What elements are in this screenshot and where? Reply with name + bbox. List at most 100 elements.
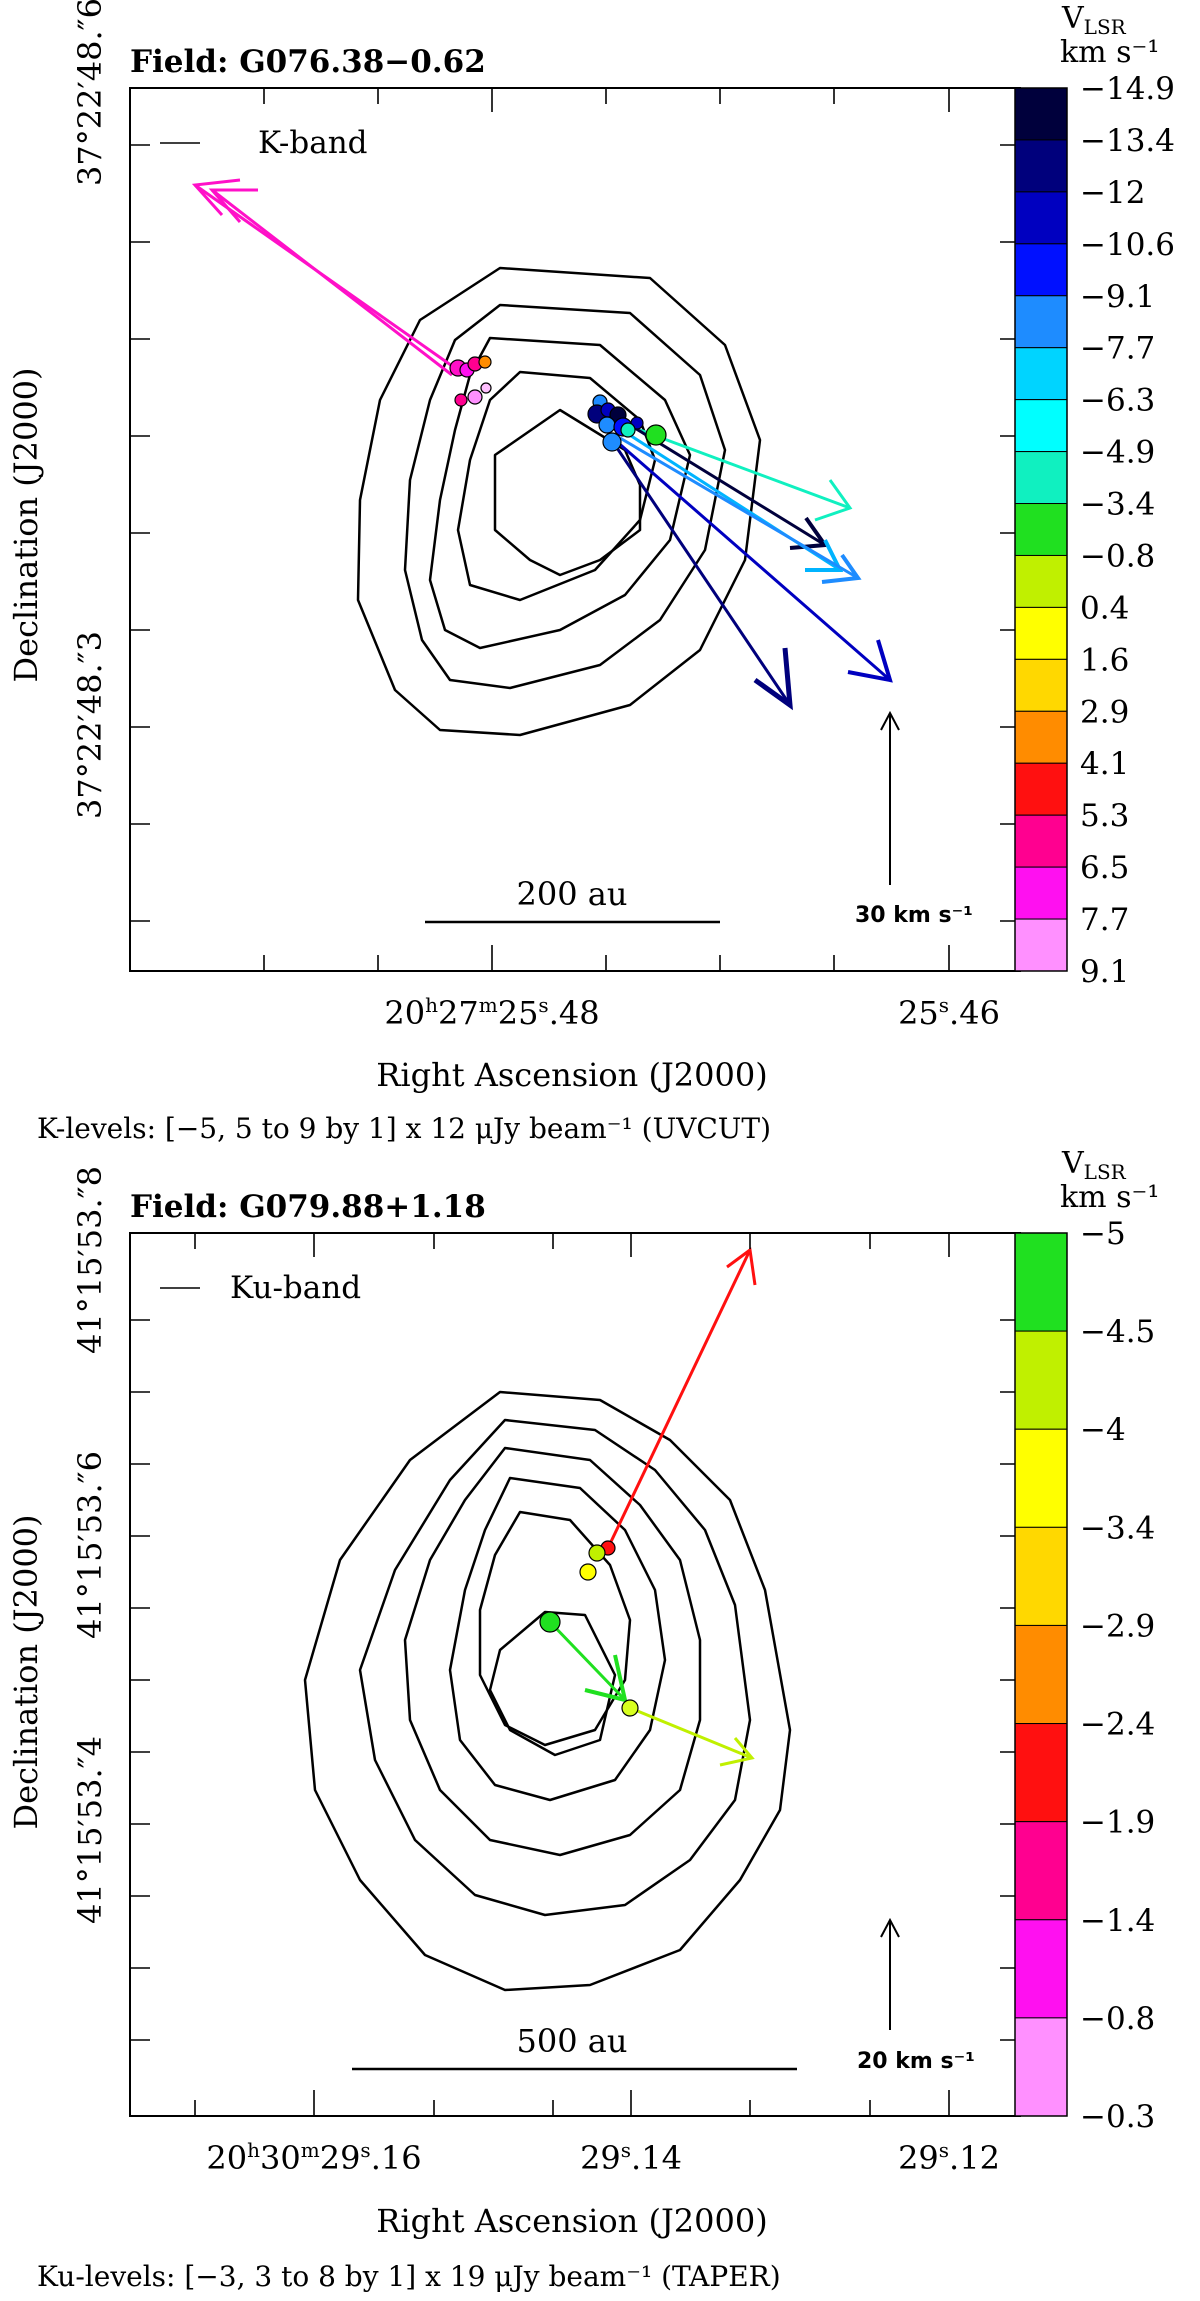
panel2-colorbar-cell: [1014, 1232, 1068, 1332]
panel2-colorbar-tick-label: −0.3: [1080, 2099, 1155, 2135]
panel1-colorbar-cell: [1014, 606, 1068, 660]
panel1-arrowhead-blue: [821, 553, 862, 584]
panel1-colorbar-tick-label: −9.1: [1080, 279, 1155, 315]
panel1-colorbar-cell: [1014, 918, 1068, 972]
panel-k-band: Field: G076.38−0.62 K-band: [7, 0, 1175, 1145]
panel1-plot-frame: [129, 87, 1021, 972]
panel1-colorbar-tick-label: −3.4: [1080, 487, 1155, 523]
panel1-contour-4: [456, 370, 657, 602]
panel1-colorbar-cell: [1014, 814, 1068, 868]
panel2-vector-red: [606, 1249, 752, 1549]
panel1-spot: [602, 432, 622, 452]
panel1-spot: [454, 393, 468, 407]
panel2-x-tick-label-0: 20h30m29s.16: [206, 2138, 421, 2177]
panel1-colorbar-cell: [1014, 762, 1068, 816]
panel2-vectors: [548, 1247, 757, 1767]
panel1-colorbar: VLSR km s⁻¹ −14.9 −13.4 −12 −10.6 −9.1 −7.7 −6…: [1014, 1, 1175, 990]
panel2-colorbar-tick-label: −3.4: [1080, 1510, 1155, 1546]
panel2-colorbar-cell: [1014, 2017, 1068, 2117]
panel2-colorbar-cell: [1014, 1428, 1068, 1528]
panel1-spot: [467, 389, 483, 405]
panel1-colorbar-cell: [1014, 87, 1068, 141]
panel1-colorbar-cell: [1014, 191, 1068, 245]
panel1-colorbar-tick-label: −7.7: [1080, 331, 1155, 367]
panel1-contour-2: [403, 303, 727, 690]
panel-ku-band: Field: G079.88+1.18 Ku-band: [7, 1146, 1159, 2293]
panel2-contours: [303, 1390, 792, 1992]
panel2-colorbar-tick-label: −5: [1080, 1216, 1126, 1252]
panel2-colorbar: VLSR km s⁻¹ −5 −4.5 −4 −3.4 −2.9 −2.4 −1.9 −1.4…: [1014, 1146, 1159, 2135]
panel2-plot-frame: [129, 1232, 1021, 2117]
panel2-colorbar-cell: [1014, 1821, 1068, 1921]
panel2-axis-ticks: [130, 1233, 1020, 2116]
panel1-x-tick-label-1: 25s.46: [898, 993, 1000, 1032]
panel2-colorbar-frame: [1014, 1232, 1068, 2117]
panel2-contour-1: [303, 1390, 792, 1992]
panel1-contours: [356, 266, 762, 737]
panel2-colorbar-cell: [1014, 1723, 1068, 1823]
panel2-vector-lime: [629, 1706, 753, 1760]
panel2-colorbar-cell: [1014, 1526, 1068, 1626]
panel1-colorbar-cell: [1014, 295, 1068, 349]
panel1-vector-navy: [629, 423, 826, 547]
panel1-arrowhead-magenta-2: [208, 188, 258, 223]
panel1-arrowhead-medblue: [847, 639, 893, 683]
panel2-y-tick-label: 41°15′53.″6: [71, 1451, 109, 1639]
panel1-contour-3: [428, 336, 692, 650]
panel2-colorbar-cell: [1014, 1330, 1068, 1430]
panel2-colorbar-tick-label: −4.5: [1080, 1314, 1155, 1350]
panel1-vector-medblue: [614, 438, 891, 682]
panel1-contour-1: [356, 266, 762, 737]
panel2-spot: [539, 1611, 561, 1633]
panel1-spot: [598, 416, 616, 434]
panel2-field-title: Field: G079.88+1.18: [130, 1189, 486, 1225]
panel1-colorbar-title: VLSR: [1061, 1, 1127, 39]
panel1-colorbar-tick-label: −6.3: [1080, 383, 1155, 419]
panel1-velocity-ref-label: 30 km s⁻¹: [855, 903, 973, 928]
panel1-contour-5: [493, 408, 642, 577]
panel2-spot: [579, 1563, 597, 1581]
panel1-vector-blue: [619, 436, 859, 580]
panel1-colorbar-tick-label: 5.3: [1080, 798, 1129, 834]
panel1-colorbar-tick-label: −10.6: [1080, 227, 1175, 263]
panel1-y-axis-label: Declination (J2000): [7, 367, 45, 682]
panel2-contour-4: [448, 1476, 667, 1802]
panel1-colorbar-tick-label: 7.7: [1080, 902, 1129, 938]
panel2-colorbar-tick-label: −4: [1080, 1412, 1126, 1448]
panel1-colorbar-tick-label: 4.1: [1080, 746, 1129, 782]
panel1-velocity-ref-arrowhead: [880, 710, 900, 731]
panel2-contour-3: [403, 1446, 702, 1857]
panel2-y-tick-label: 41°15′53.″8: [71, 1166, 109, 1354]
panel2-vector-green: [548, 1620, 627, 1702]
panel1-colorbar-tick-label: −0.8: [1080, 538, 1155, 574]
panel1-colorbar-tick-label: −14.9: [1080, 71, 1175, 107]
panel2-colorbar-tick-label: −0.8: [1080, 2001, 1155, 2037]
panel2-scale-bar-label: 500 au: [517, 2022, 628, 2060]
panel1-spot: [480, 382, 492, 394]
panel2-band-label: Ku-band: [230, 1270, 361, 1306]
panel1-band-label: K-band: [258, 125, 368, 161]
panel1-colorbar-tick-label: 6.5: [1080, 850, 1129, 886]
panel1-vector-teal: [639, 428, 851, 510]
panel1-colorbar-tick-label: −13.4: [1080, 123, 1175, 159]
panel2-x-tick-label-2: 29s.12: [898, 2138, 1000, 2177]
panel2-colorbar-cell: [1014, 1919, 1068, 2019]
panel2-colorbar-title: VLSR: [1061, 1146, 1127, 1184]
panel1-colorbar-tick-label: 9.1: [1080, 954, 1129, 990]
panel2-x-tick-label-1: 29s.14: [580, 2138, 682, 2177]
panel2-velocity-ref-label: 20 km s⁻¹: [857, 2049, 975, 2074]
panel1-colorbar-tick-label: −12: [1080, 175, 1145, 211]
panel2-y-tick-label: 41°15′53.″4: [71, 1736, 109, 1924]
panel2-colorbar-tick-label: −2.4: [1080, 1707, 1155, 1743]
panel1-field-title: Field: G076.38−0.62: [130, 44, 486, 80]
panel2-x-axis-label: Right Ascension (J2000): [376, 2202, 767, 2240]
panel1-vectors: [191, 178, 893, 711]
panel1-colorbar-cell: [1014, 139, 1068, 193]
panel1-scale-bar-label: 200 au: [517, 875, 628, 913]
panel1-colorbar-cell: [1014, 243, 1068, 297]
panel1-vector-darkblue: [613, 444, 792, 706]
panel1-colorbar-cell: [1014, 503, 1068, 556]
panel1-y-tick-label: 37°22′48.″6: [71, 0, 109, 186]
panel1-colorbar-cell: [1014, 554, 1068, 608]
